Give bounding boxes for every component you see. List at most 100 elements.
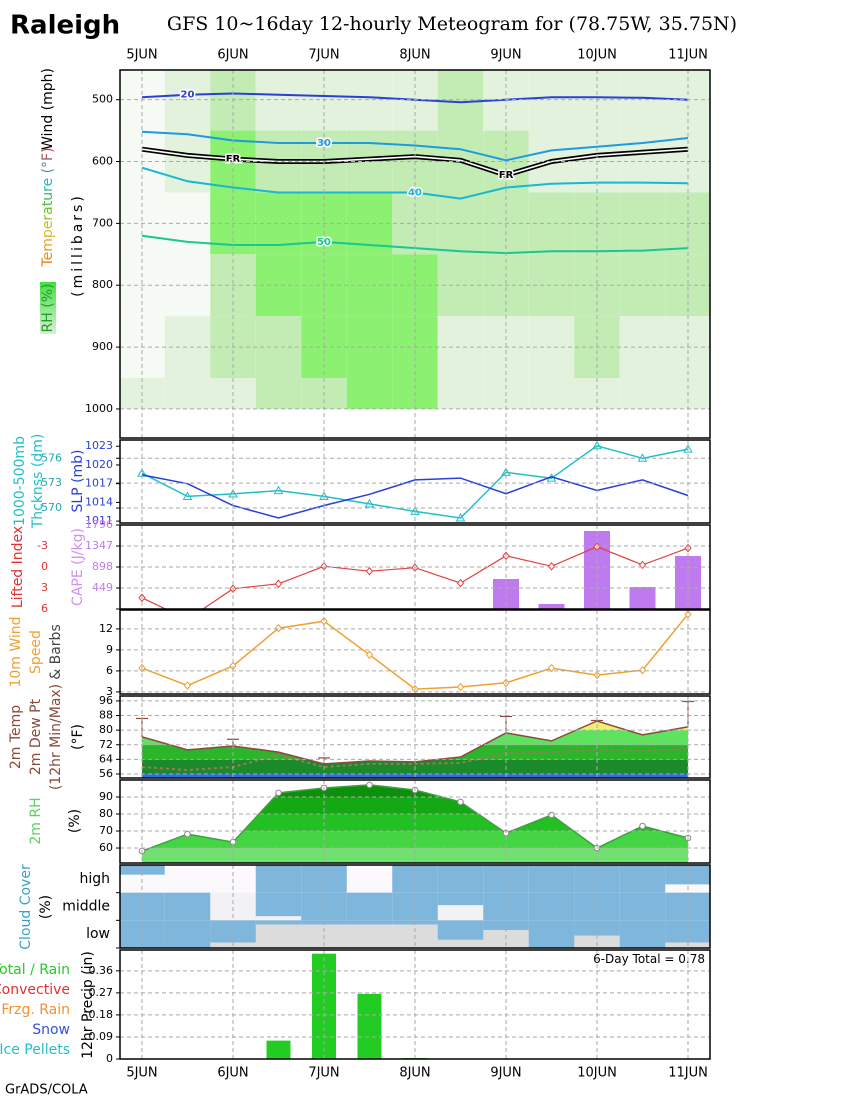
marker (410, 506, 420, 515)
y2-tick-label: 1014 (85, 495, 113, 508)
marker (182, 491, 193, 500)
axis-label: Cloud Cover (18, 864, 34, 950)
x-tick-label-top: 11JUN (668, 48, 708, 63)
rh-cell (528, 70, 575, 131)
cloud-cell (528, 865, 575, 893)
title: GFS 10~16day 12-hourly Meteogram for (78… (167, 13, 737, 35)
panel-frame (119, 69, 711, 439)
marker (455, 513, 466, 522)
panel (120, 780, 710, 863)
marker (456, 682, 465, 692)
y-tick-label: 60 (99, 841, 113, 854)
cloud-cell (437, 920, 484, 940)
x-tick-label-bottom: 6JUN (217, 1066, 248, 1081)
marker (366, 781, 373, 789)
marker (365, 566, 374, 576)
rh-cell (528, 378, 575, 409)
y2-tick-label: 449 (92, 581, 113, 594)
rh-cell (437, 378, 484, 409)
isotherm-label: 50 (317, 237, 331, 248)
cloud-row-label: low (86, 926, 110, 942)
marker (547, 562, 556, 571)
y-tick-label: 96 (99, 694, 113, 707)
cloud-cell (164, 892, 211, 921)
marker (365, 650, 374, 660)
y-tick-label: 72 (99, 738, 113, 751)
credit: GrADS/COLA (5, 1083, 88, 1098)
legend-entry: Frzg. Rain (1, 1002, 70, 1018)
marker (185, 616, 191, 623)
cape-bar (538, 603, 565, 609)
x-tick-label-bottom: 10JUN (577, 1066, 617, 1081)
y-tick-label: 700 (92, 216, 113, 229)
cloud-cell (619, 892, 666, 921)
cloud-cell (437, 892, 484, 906)
isotherm-label: 20 (181, 90, 195, 101)
y-tick-label: 1000 (85, 402, 113, 415)
y-tick-label: 0.09 (89, 1030, 114, 1043)
axis-label: 2m Dew Pt (28, 698, 44, 775)
y-tick-label: 900 (92, 340, 113, 353)
panel (120, 525, 710, 623)
cloud-cell (574, 920, 620, 936)
precip-bar (357, 993, 382, 1059)
y2-tick-label: 1023 (85, 439, 113, 452)
axis-label: Thcknss (dm) (30, 434, 46, 530)
cloud-cell (528, 920, 575, 948)
axis-label: Speed (28, 630, 44, 674)
rh-cell (437, 70, 484, 131)
y-tick-label: 70 (99, 824, 113, 837)
panel (120, 440, 710, 523)
cloud-cell (120, 865, 165, 875)
marker (456, 578, 465, 588)
cloud-row-label: high (79, 871, 110, 887)
cloud-cell (164, 920, 211, 948)
marker (183, 681, 192, 690)
y-tick-label: 573 (41, 476, 62, 489)
cape-bar (629, 587, 656, 609)
y-tick-label: 0.18 (89, 1008, 114, 1021)
panel (120, 865, 710, 948)
y-tick-label: 80 (99, 723, 113, 736)
marker (364, 498, 375, 508)
panel (120, 696, 710, 778)
axis-label: Temperature (°F) (40, 147, 56, 267)
rh-cell (619, 70, 666, 131)
panel-frame (119, 779, 711, 864)
x-tick-label-top: 7JUN (308, 48, 339, 63)
axis-label: (12hr Min/Max) (48, 684, 64, 790)
panel-frame (119, 524, 711, 610)
y-tick-label: 6 (41, 602, 48, 615)
rh-legend-swatch (40, 282, 56, 334)
x-tick-label-top: 9JUN (490, 48, 521, 63)
y2-tick-label: 1796 (85, 518, 113, 531)
axis-label: (%) (67, 809, 83, 833)
marker (548, 811, 555, 819)
axis-label: 2m Temp (8, 705, 24, 769)
x-tick-label-bottom: 7JUN (308, 1066, 339, 1081)
marker (639, 822, 646, 830)
cloud-cell (346, 920, 393, 925)
marker (274, 623, 283, 633)
marker (184, 830, 191, 838)
marker (683, 444, 693, 453)
marker (273, 485, 284, 495)
cloud-cell (528, 892, 575, 921)
marker (275, 789, 282, 797)
x-tick-label-bottom: 5JUN (126, 1066, 157, 1081)
total-value: 0.78 (678, 952, 705, 966)
axis-label: CAPE (J/kg) (70, 528, 86, 606)
y2-tick-label: 1017 (85, 477, 113, 490)
axis-label: (%) (38, 895, 54, 919)
cloud-cell (255, 920, 302, 925)
axis-label: Wind (mph) (40, 68, 56, 150)
legend-entry: Total / Rain (0, 962, 70, 978)
rh-cell (255, 378, 302, 409)
axis-label: 2m RH (28, 797, 44, 844)
y-tick-label: 570 (41, 501, 62, 514)
y-tick-label: 64 (99, 752, 113, 765)
axis-label: Lifted Index (10, 526, 26, 608)
